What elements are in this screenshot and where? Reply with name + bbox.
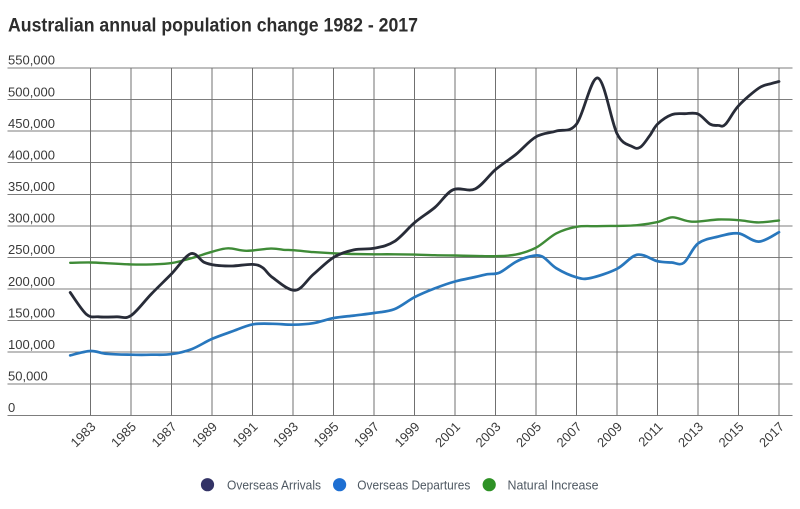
- svg-text:Overseas Departures: Overseas Departures: [357, 477, 470, 492]
- svg-text:250,000: 250,000: [8, 242, 55, 257]
- svg-text:200,000: 200,000: [8, 274, 55, 289]
- svg-text:50,000: 50,000: [8, 369, 48, 384]
- svg-text:0: 0: [8, 400, 15, 415]
- svg-text:500,000: 500,000: [8, 84, 55, 99]
- svg-text:400,000: 400,000: [8, 148, 55, 163]
- svg-text:150,000: 150,000: [8, 305, 55, 320]
- svg-text:450,000: 450,000: [8, 116, 55, 131]
- svg-text:100,000: 100,000: [8, 337, 55, 352]
- svg-text:550,000: 550,000: [8, 53, 55, 68]
- svg-text:Natural Increase: Natural Increase: [508, 477, 599, 492]
- svg-text:Overseas Arrivals: Overseas Arrivals: [227, 477, 321, 492]
- svg-text:300,000: 300,000: [8, 211, 55, 226]
- svg-text:350,000: 350,000: [8, 179, 55, 194]
- svg-text:Australian annual population c: Australian annual population change 1982…: [8, 16, 418, 37]
